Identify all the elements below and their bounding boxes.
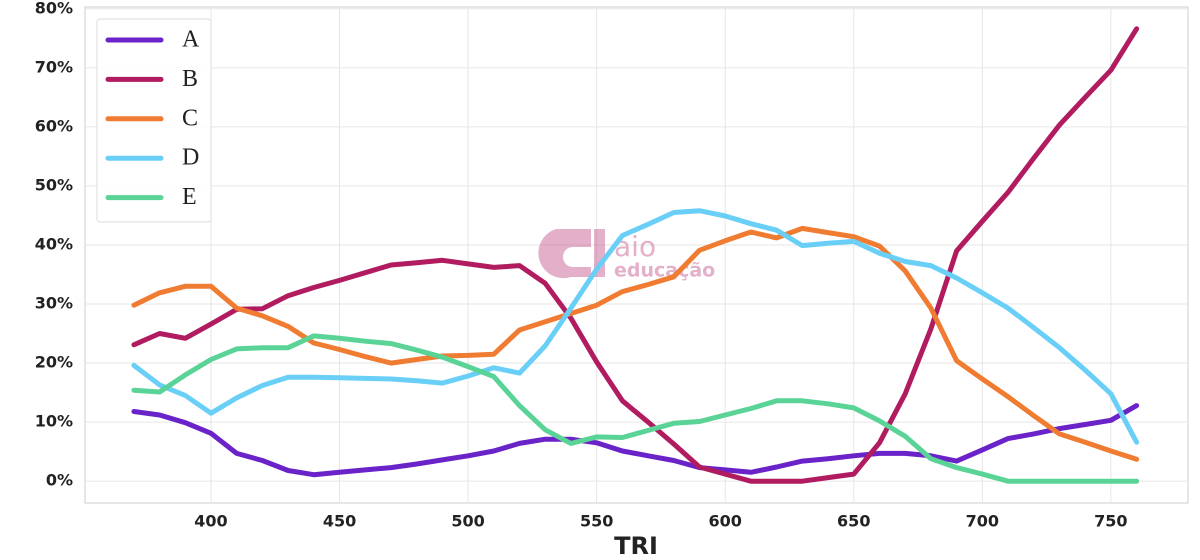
x-tick-label: 500: [451, 512, 484, 531]
series-line: [131, 225, 1140, 462]
y-tick-label: 50%: [35, 175, 73, 194]
series-line: [131, 208, 1140, 445]
x-tick-label: 700: [966, 512, 999, 531]
plot-area: [84, 6, 1189, 504]
x-axis-label: TRI: [614, 532, 658, 560]
legend-label: A: [182, 27, 200, 53]
x-tick-label: 600: [708, 512, 741, 531]
y-tick-label: 40%: [35, 234, 73, 253]
y-tick-label: 20%: [35, 353, 73, 372]
watermark-text: educação: [614, 260, 715, 282]
x-tick-label: 750: [1094, 512, 1127, 531]
legend-label: D: [182, 145, 199, 171]
y-tick-label: 10%: [35, 412, 73, 431]
watermark-logo: [594, 229, 605, 277]
legend-label: E: [182, 184, 197, 210]
legend-label: B: [182, 66, 198, 92]
x-tick-label: 550: [580, 512, 613, 531]
y-tick-label: 80%: [35, 0, 73, 17]
y-tick-label: 70%: [35, 57, 73, 76]
series-line: [131, 403, 1140, 478]
y-tick-label: 30%: [35, 294, 73, 313]
x-tick-label: 400: [194, 512, 227, 531]
x-tick-label: 650: [837, 512, 870, 531]
y-tick-label: 0%: [46, 471, 73, 490]
series-line: [131, 333, 1140, 484]
watermark-logo: [538, 229, 591, 279]
y-tick-label: 60%: [35, 116, 73, 135]
legend-label: C: [182, 105, 198, 131]
x-tick-label: 450: [323, 512, 356, 531]
series-line: [131, 26, 1140, 484]
